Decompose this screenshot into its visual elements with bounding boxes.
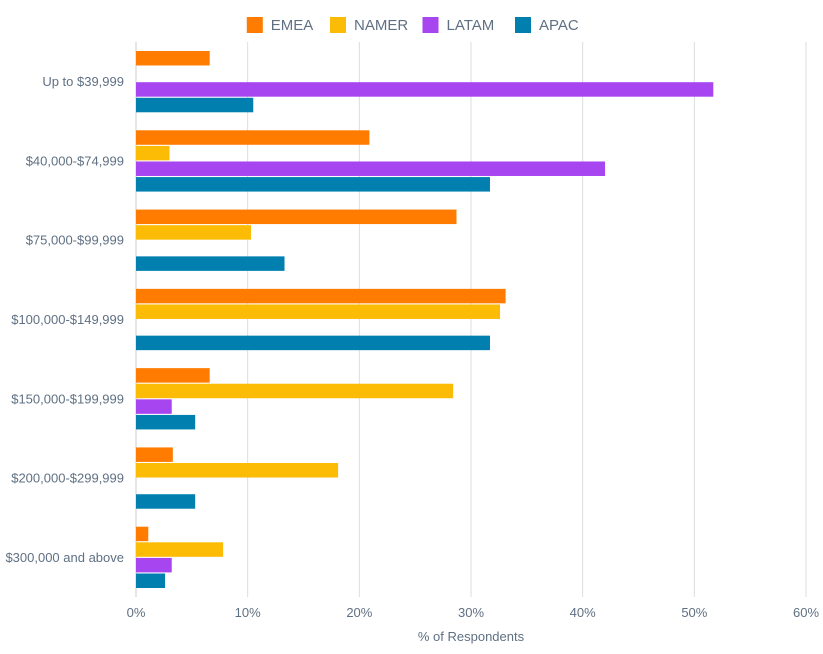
- bar-emea: [136, 526, 149, 542]
- x-tick-label: 0%: [127, 605, 146, 620]
- bar-namer: [136, 145, 170, 161]
- bar-latam: [136, 161, 605, 176]
- x-tick-label: 60%: [793, 605, 819, 620]
- bar-emea: [136, 447, 173, 462]
- bar-apac: [136, 256, 285, 271]
- bar-apac: [136, 573, 166, 589]
- y-category-label: $100,000-$149,999: [11, 312, 124, 327]
- bar-latam: [136, 82, 714, 97]
- bar-emea: [136, 130, 370, 145]
- bar-namer: [136, 304, 501, 319]
- bar-emea: [136, 368, 210, 383]
- bar-namer: [136, 542, 224, 557]
- bar-emea: [136, 288, 506, 304]
- bar-namer: [136, 225, 252, 240]
- y-category-label: Up to $39,999: [42, 74, 124, 89]
- legend-label-namer: NAMER: [354, 17, 408, 34]
- bar-namer: [136, 383, 454, 399]
- bar-apac: [136, 335, 490, 351]
- bar-latam: [136, 399, 172, 414]
- bar-latam: [136, 557, 172, 573]
- y-category-label: $200,000-$299,999: [11, 471, 124, 486]
- bar-emea: [136, 50, 210, 66]
- bar-emea: [136, 209, 457, 225]
- legend-swatch-emea: [246, 17, 263, 33]
- legend-swatch-latam: [422, 17, 439, 33]
- x-tick-label: 40%: [570, 605, 596, 620]
- y-category-label: $150,000-$199,999: [11, 391, 124, 406]
- legend-swatch-apac: [515, 17, 531, 33]
- legend-label-emea: EMEA: [271, 17, 314, 34]
- legend-swatch-namer: [330, 17, 346, 33]
- x-axis-title: % of Respondents: [418, 629, 525, 644]
- y-category-label: $40,000-$74,999: [26, 153, 124, 168]
- bar-apac: [136, 414, 196, 430]
- x-tick-label: 50%: [681, 605, 707, 620]
- y-category-label: $75,000-$99,999: [26, 233, 124, 248]
- bar-apac: [136, 97, 254, 113]
- bar-namer: [136, 463, 339, 478]
- x-tick-label: 10%: [235, 605, 261, 620]
- x-tick-label: 30%: [458, 605, 484, 620]
- bar-apac: [136, 177, 490, 192]
- x-tick-label: 20%: [346, 605, 372, 620]
- y-category-label: $300,000 and above: [5, 550, 124, 565]
- legend-label-apac: APAC: [539, 17, 579, 34]
- bar-apac: [136, 494, 196, 509]
- legend-label-latam: LATAM: [447, 17, 495, 34]
